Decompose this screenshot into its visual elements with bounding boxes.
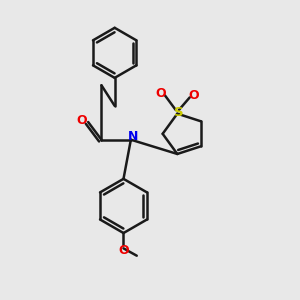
Text: O: O bbox=[155, 87, 166, 101]
Text: O: O bbox=[118, 244, 129, 257]
Text: O: O bbox=[189, 89, 200, 103]
Text: O: O bbox=[76, 114, 87, 127]
Text: S: S bbox=[174, 106, 184, 119]
Text: N: N bbox=[128, 130, 138, 143]
